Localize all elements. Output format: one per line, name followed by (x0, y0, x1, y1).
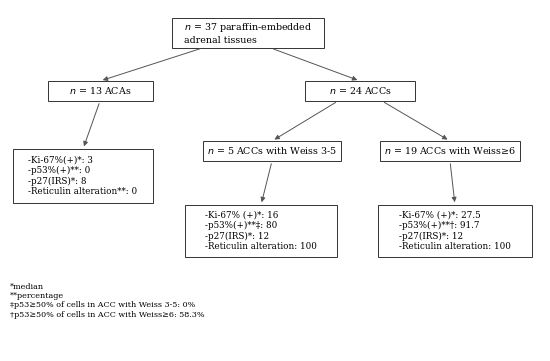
Text: -Ki-67% (+)*: 16
-p53%(+)**‡: 80
-p27(IRS)*: 12
-Reticulin alteration: 100: -Ki-67% (+)*: 16 -p53%(+)**‡: 80 -p27(IR… (205, 211, 317, 251)
Text: -Ki-67%(+)*: 3
-p53%(+)**: 0
-p27(IRS)*: 8
-Reticulin alteration**: 0: -Ki-67%(+)*: 3 -p53%(+)**: 0 -p27(IRS)*:… (29, 156, 138, 196)
Text: $n$ = 37 paraffin-embedded
adrenal tissues: $n$ = 37 paraffin-embedded adrenal tissu… (184, 21, 312, 45)
Text: -Ki-67% (+)*: 27.5
-p53%(+)**†: 91.7
-p27(IRS)*: 12
-Reticulin alteration: 100: -Ki-67% (+)*: 27.5 -p53%(+)**†: 91.7 -p2… (399, 211, 511, 251)
Text: $n$ = 24 ACCs: $n$ = 24 ACCs (328, 86, 392, 96)
FancyBboxPatch shape (13, 149, 153, 203)
FancyBboxPatch shape (185, 205, 337, 257)
FancyBboxPatch shape (172, 18, 324, 48)
Text: $n$ = 5 ACCs with Weiss 3-5: $n$ = 5 ACCs with Weiss 3-5 (207, 145, 337, 157)
FancyBboxPatch shape (380, 141, 520, 161)
FancyBboxPatch shape (47, 81, 152, 101)
FancyBboxPatch shape (203, 141, 341, 161)
Text: $n$ = 13 ACAs: $n$ = 13 ACAs (69, 86, 131, 96)
FancyBboxPatch shape (305, 81, 415, 101)
Text: *median
**percentage
‡p53≥50% of cells in ACC with Weiss 3-5: 0%
†p53≥50% of cel: *median **percentage ‡p53≥50% of cells i… (10, 283, 205, 319)
Text: $n$ = 19 ACCs with Weiss≥6: $n$ = 19 ACCs with Weiss≥6 (384, 145, 516, 157)
FancyBboxPatch shape (378, 205, 532, 257)
